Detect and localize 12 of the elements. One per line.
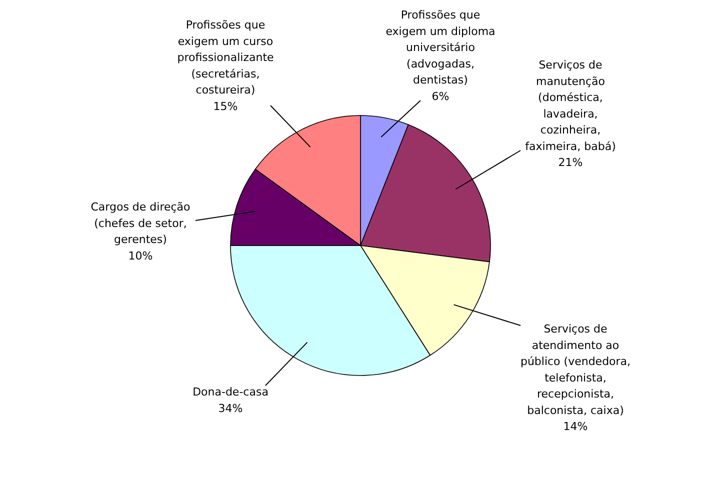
slice-label: Profissões que exigem um curso profissionalizante (secretárias, costureira): [177, 18, 274, 96]
data-label: 6%: [432, 90, 450, 103]
slice-label: Cargos de direção (chefes de setor, gerentes): [90, 200, 191, 246]
data-label: 34%: [218, 402, 243, 415]
data-label: 10%: [128, 249, 153, 262]
slice-label: Profissões que exigem um diploma universitário (advogadas, dentistas): [386, 8, 496, 86]
slice-label: Serviços de manutenção (doméstica, lavadeira, cozinheira, faximeira, babá): [525, 58, 616, 153]
slice-label: Dona-de-casa: [192, 386, 268, 398]
data-label: 21%: [558, 156, 583, 169]
data-label: 14%: [563, 420, 588, 433]
slice-label: Serviços de atendimento ao público (vendedora, telefonista, recepcionista, balconista, caixa): [520, 322, 631, 417]
data-label: 15%: [213, 100, 238, 113]
